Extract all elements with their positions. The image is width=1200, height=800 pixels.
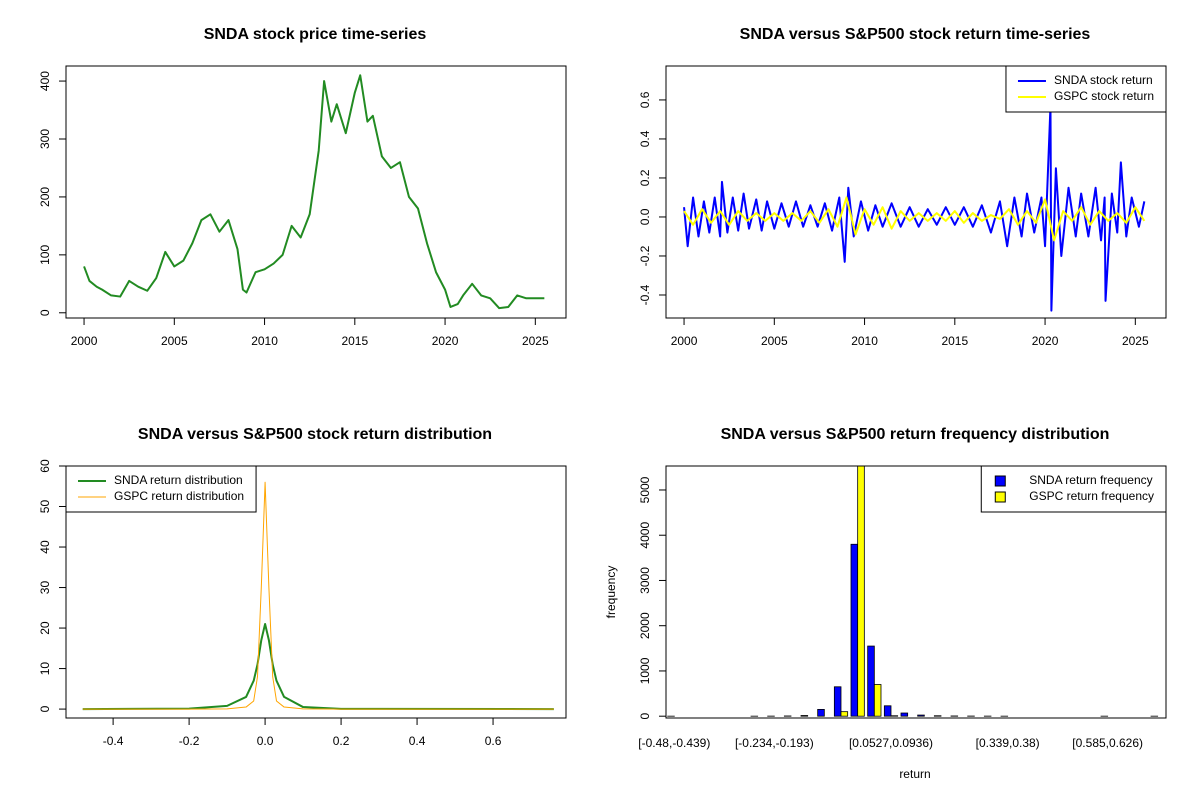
legend: SNDA stock return GSPC stock return [1005,65,1167,113]
plot-frame [665,465,1167,719]
y-tick-label: 2000 [638,612,652,639]
y-tick-label: 0.0 [638,208,652,225]
y-tick-label: -0.2 [638,245,652,266]
x-tick-label: 2020 [1032,334,1059,348]
x-tick-label: 2010 [251,334,278,348]
legend: SNDA return distribution GSPC return dist… [65,465,257,513]
legend-swatch [994,475,1006,487]
legend-label: GSPC return frequency [1029,489,1154,503]
bar [900,712,909,717]
x-tick-label: 2000 [671,334,698,348]
x-tick-label: [-0.234,-0.193) [735,736,814,750]
plot-area [683,104,1146,312]
bar [833,686,842,717]
bar [800,715,809,717]
series-line [82,623,554,711]
y-tick-label: 0.2 [638,169,652,186]
x-tick-label: 2015 [341,334,368,348]
legend-label: GSPC return distribution [114,489,244,503]
bar [817,709,825,717]
plot-frame [665,65,1167,319]
y-tick-label: 40 [38,540,52,554]
legend-label: SNDA stock return [1054,73,1153,87]
legend: SNDA return frequency GSPC return frequen… [980,465,1167,513]
x-tick-label: [0.585,0.626) [1072,736,1143,750]
y-tick-label: 0.6 [638,91,652,108]
series-line [82,481,554,710]
series-line [683,104,1146,312]
y-tick-label: 4000 [638,522,652,549]
y-tick-label: 400 [38,71,52,91]
x-tick-label: 2025 [522,334,549,348]
y-tick-label: 200 [38,187,52,207]
legend-swatch [994,491,1006,503]
y-tick-label: 60 [38,459,52,473]
x-tick-label: 2000 [71,334,98,348]
bar [883,705,892,717]
panel: SNDA versus S&P500 stock return distribu… [38,426,567,748]
legend-label: SNDA return distribution [114,473,243,487]
legend-box [65,465,257,513]
chart-title: SNDA versus S&P500 stock return time-ser… [740,26,1091,43]
y-tick-label: 20 [38,621,52,635]
plot-frame [65,65,567,319]
y-tick-label: 3000 [638,567,652,594]
panel: SNDA versus S&P500 return frequency dist… [604,426,1167,781]
x-tick-label: [0.339,0.38) [976,736,1040,750]
bar [873,684,882,717]
bar [857,466,865,717]
x-tick-label: 0.4 [409,734,426,748]
legend-box [1005,65,1167,113]
panel: SNDA versus S&P500 stock return time-ser… [638,26,1167,348]
legend-box [980,465,1167,513]
plot-frame [65,465,567,719]
y-tick-label: 300 [38,129,52,149]
y-axis-label: frequency [604,566,618,619]
x-tick-label: [0.0527,0.0936) [849,736,933,750]
y-tick-label: 0 [38,309,52,316]
bar [867,645,875,717]
bar [850,543,859,717]
x-tick-label: 0.0 [257,734,274,748]
x-tick-label: 0.2 [333,734,350,748]
x-tick-label: -0.2 [179,734,200,748]
chart-title: SNDA versus S&P500 stock return distribu… [138,426,492,443]
legend-label: SNDA return frequency [1029,473,1152,487]
x-tick-label: -0.4 [103,734,124,748]
bar [917,714,925,717]
x-axis-label: return [899,767,930,781]
x-tick-label: 2005 [761,334,788,348]
y-tick-label: 10 [38,662,52,676]
bar [840,711,849,717]
y-tick-label: 30 [38,581,52,595]
x-tick-label: 2005 [161,334,188,348]
chart-title: SNDA versus S&P500 return frequency dist… [721,426,1110,443]
x-tick-label: 0.6 [485,734,502,748]
plot-area [82,481,554,711]
x-tick-label: 2020 [432,334,459,348]
y-tick-label: 0 [638,713,652,720]
y-tick-label: 50 [38,500,52,514]
y-tick-label: 0 [38,705,52,712]
x-tick-label: [-0.48,-0.439) [638,736,710,750]
series-line [83,74,545,310]
y-tick-label: 5000 [638,476,652,503]
plot-area [667,466,1159,717]
x-tick-label: 2025 [1122,334,1149,348]
plot-area [83,74,545,310]
y-tick-label: 0.4 [638,130,652,147]
y-tick-label: 1000 [638,657,652,684]
legend-label: GSPC stock return [1054,89,1154,103]
y-tick-label: -0.4 [638,284,652,305]
y-tick-label: 100 [38,245,52,265]
panel: SNDA stock price time-series 0 100 200 300 40… [38,26,567,348]
x-tick-label: 2010 [851,334,878,348]
series-line [683,196,1146,242]
x-tick-label: 2015 [941,334,968,348]
chart-title: SNDA stock price time-series [204,26,427,43]
